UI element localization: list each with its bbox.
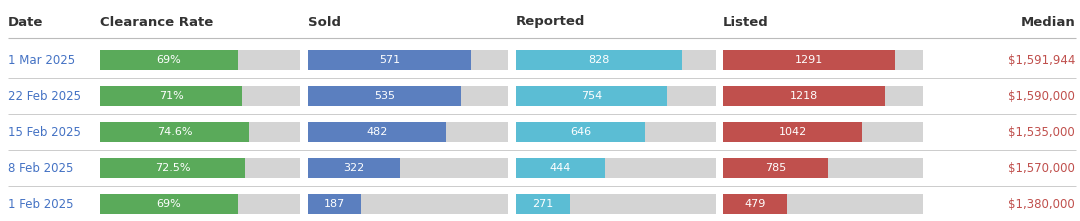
- Text: Listed: Listed: [723, 15, 769, 29]
- FancyBboxPatch shape: [100, 194, 300, 214]
- FancyBboxPatch shape: [100, 158, 300, 178]
- FancyBboxPatch shape: [100, 86, 300, 106]
- Text: 785: 785: [765, 163, 786, 173]
- Text: 571: 571: [379, 55, 400, 65]
- Text: $1,380,000: $1,380,000: [1009, 198, 1075, 210]
- FancyBboxPatch shape: [723, 50, 895, 70]
- FancyBboxPatch shape: [516, 122, 645, 142]
- Text: Date: Date: [8, 15, 43, 29]
- FancyBboxPatch shape: [308, 158, 508, 178]
- Text: 444: 444: [550, 163, 571, 173]
- FancyBboxPatch shape: [516, 158, 605, 178]
- FancyBboxPatch shape: [100, 158, 245, 178]
- Text: 1 Feb 2025: 1 Feb 2025: [8, 198, 73, 210]
- Text: 271: 271: [532, 199, 554, 209]
- Text: $1,570,000: $1,570,000: [1008, 162, 1075, 175]
- FancyBboxPatch shape: [723, 158, 827, 178]
- Text: $1,535,000: $1,535,000: [1009, 126, 1075, 139]
- Text: 754: 754: [581, 91, 602, 101]
- Text: 187: 187: [324, 199, 346, 209]
- FancyBboxPatch shape: [516, 86, 716, 106]
- FancyBboxPatch shape: [308, 194, 362, 214]
- Text: 8 Feb 2025: 8 Feb 2025: [8, 162, 73, 175]
- Text: 71%: 71%: [159, 91, 184, 101]
- Text: $1,591,944: $1,591,944: [1008, 53, 1075, 67]
- Text: 74.6%: 74.6%: [157, 127, 192, 137]
- FancyBboxPatch shape: [308, 50, 471, 70]
- FancyBboxPatch shape: [516, 50, 681, 70]
- FancyBboxPatch shape: [308, 86, 508, 106]
- FancyBboxPatch shape: [308, 86, 461, 106]
- Text: Reported: Reported: [516, 15, 585, 29]
- FancyBboxPatch shape: [308, 50, 508, 70]
- FancyBboxPatch shape: [723, 194, 787, 214]
- FancyBboxPatch shape: [723, 122, 862, 142]
- Text: $1,590,000: $1,590,000: [1008, 90, 1075, 103]
- Text: 646: 646: [570, 127, 591, 137]
- Text: Clearance Rate: Clearance Rate: [100, 15, 213, 29]
- FancyBboxPatch shape: [308, 158, 400, 178]
- FancyBboxPatch shape: [516, 194, 570, 214]
- Text: 69%: 69%: [157, 199, 181, 209]
- FancyBboxPatch shape: [100, 50, 238, 70]
- Text: 1042: 1042: [779, 127, 807, 137]
- FancyBboxPatch shape: [516, 86, 666, 106]
- FancyBboxPatch shape: [516, 122, 716, 142]
- Text: 482: 482: [366, 127, 388, 137]
- Text: 535: 535: [374, 91, 395, 101]
- FancyBboxPatch shape: [308, 194, 508, 214]
- FancyBboxPatch shape: [723, 86, 923, 106]
- Text: 479: 479: [744, 199, 766, 209]
- Text: 828: 828: [589, 55, 609, 65]
- FancyBboxPatch shape: [100, 122, 300, 142]
- Text: 322: 322: [343, 163, 365, 173]
- FancyBboxPatch shape: [100, 122, 249, 142]
- Text: Sold: Sold: [308, 15, 341, 29]
- Text: 22 Feb 2025: 22 Feb 2025: [8, 90, 81, 103]
- Text: 1291: 1291: [795, 55, 823, 65]
- Text: 1 Mar 2025: 1 Mar 2025: [8, 53, 76, 67]
- Text: 1218: 1218: [791, 91, 819, 101]
- Text: 72.5%: 72.5%: [154, 163, 190, 173]
- FancyBboxPatch shape: [723, 122, 923, 142]
- FancyBboxPatch shape: [100, 86, 242, 106]
- FancyBboxPatch shape: [308, 122, 446, 142]
- Text: Median: Median: [1021, 15, 1075, 29]
- Text: 15 Feb 2025: 15 Feb 2025: [8, 126, 81, 139]
- FancyBboxPatch shape: [723, 86, 886, 106]
- FancyBboxPatch shape: [723, 158, 923, 178]
- FancyBboxPatch shape: [100, 50, 300, 70]
- FancyBboxPatch shape: [723, 194, 923, 214]
- Text: 69%: 69%: [157, 55, 181, 65]
- FancyBboxPatch shape: [516, 50, 716, 70]
- FancyBboxPatch shape: [308, 122, 508, 142]
- FancyBboxPatch shape: [516, 158, 716, 178]
- FancyBboxPatch shape: [516, 194, 716, 214]
- FancyBboxPatch shape: [100, 194, 238, 214]
- FancyBboxPatch shape: [723, 50, 923, 70]
